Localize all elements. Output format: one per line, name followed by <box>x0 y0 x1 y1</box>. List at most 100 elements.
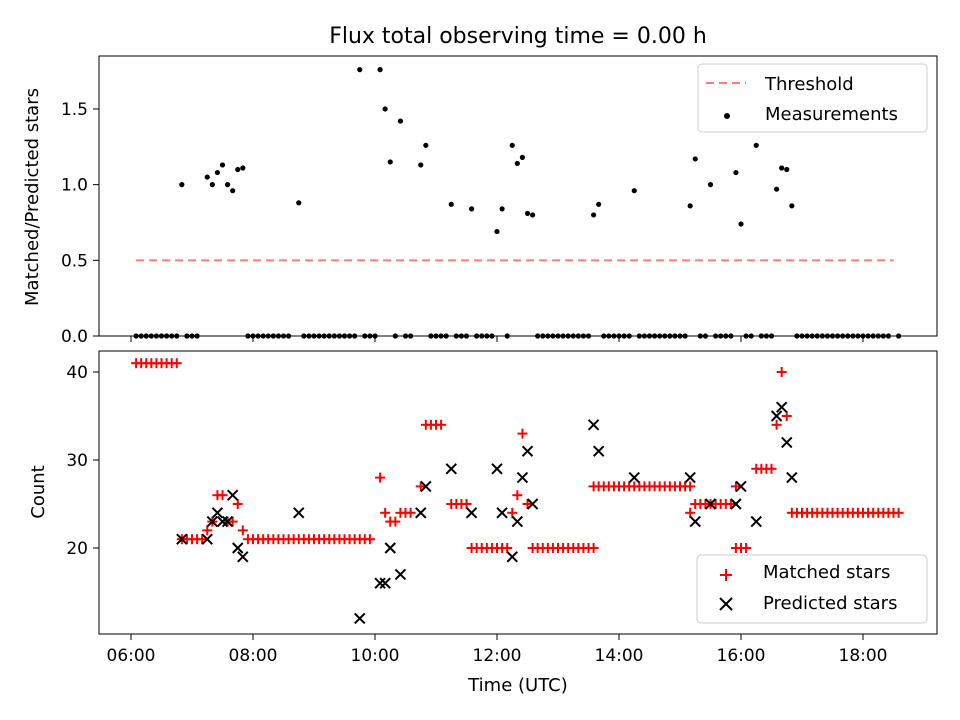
matched-star-marker <box>725 499 736 509</box>
top-axes-frame <box>98 55 938 337</box>
matched-star-marker <box>375 472 386 483</box>
predicted-star-marker <box>781 436 793 449</box>
measurement-point <box>204 174 210 180</box>
measurement-point <box>524 210 531 217</box>
bottom-panel: 20 30 40 06:00 08:00 10:00 12:00 14:00 16:00 18:… <box>28 350 938 696</box>
measurement-point <box>519 154 526 161</box>
top-y-tick-label: 1.5 <box>61 100 88 120</box>
matched-star-marker <box>202 525 213 536</box>
top-panel: 0.0 0.5 1.0 1.5 Matched/Predicted stars Thr… <box>22 55 938 347</box>
top-legend-box <box>697 63 928 133</box>
measurement-point <box>397 118 404 124</box>
matched-star-marker <box>227 516 238 527</box>
predicted-star-marker <box>445 463 457 475</box>
bottom-x-tick-label: 16:00 <box>717 646 766 666</box>
matched-star-marker <box>766 463 777 474</box>
measurement-point <box>738 221 744 227</box>
bottom-y-tick-label: 20 <box>66 539 88 559</box>
measurement-point <box>494 228 500 235</box>
predicted-star-marker <box>735 480 747 493</box>
bottom-x-tick-label: 10:00 <box>351 646 400 666</box>
matched-star-marker <box>771 419 782 430</box>
measurement-point <box>423 142 429 148</box>
predicted-star-marker <box>770 410 783 422</box>
measurement-point <box>733 169 739 176</box>
predicted-star-marker <box>496 507 508 519</box>
x-axis-label: Time (UTC) <box>467 675 568 696</box>
matched-star-marker <box>380 507 391 518</box>
predicted-star-marker <box>526 498 539 510</box>
predicted-star-marker <box>750 515 762 528</box>
matched-star-marker <box>781 411 792 421</box>
bottom-y-tick-label: 40 <box>66 363 88 383</box>
matched-star-marker <box>522 499 533 509</box>
bottom-x-ticks: 06:00 08:00 10:00 12:00 14:00 16:00 18:00 <box>107 634 888 666</box>
bottom-x-tick-label: 08:00 <box>229 646 278 666</box>
predicted-star-marker <box>587 419 600 431</box>
predicted-star-marker <box>394 568 407 581</box>
predicted-star-marker <box>516 471 529 484</box>
matched-star-marker <box>415 481 426 492</box>
top-y-axis-label: Matched/Predicted stars <box>22 88 43 306</box>
matched-legend-label: Matched stars <box>763 562 890 583</box>
matched-star-marker <box>893 507 904 518</box>
matched-star-marker <box>171 358 182 369</box>
predicted-star-marker <box>226 489 239 501</box>
measurement-point <box>529 212 536 218</box>
predicted-star-marker <box>511 515 524 528</box>
predicted-star-marker <box>628 471 640 484</box>
matched-star-marker <box>364 534 375 545</box>
measurement-point <box>687 203 693 209</box>
predicted-star-marker <box>689 515 701 528</box>
bottom-y-tick-label: 30 <box>66 451 88 471</box>
matched-star-marker <box>685 481 696 492</box>
measurement-point <box>418 162 424 168</box>
predicted-star-marker <box>730 498 742 510</box>
matched-star-marker <box>685 507 696 518</box>
predicted-star-marker <box>379 577 391 589</box>
matched-star-marker <box>517 428 528 439</box>
measurement-point <box>240 165 246 171</box>
bottom-legend: Matched stars Predicted stars <box>696 554 928 624</box>
predicted-star-marker <box>506 551 518 563</box>
measurement-point <box>773 186 780 192</box>
top-y-ticks: 0.0 0.5 1.0 1.5 <box>61 100 864 347</box>
matched-star-marker <box>405 507 416 518</box>
matched-star-marker <box>512 490 523 501</box>
matched-legend-swatch <box>720 569 732 581</box>
measurement-point <box>377 67 383 73</box>
matched-star-marker <box>232 499 243 509</box>
predicted-star-marker <box>704 498 717 510</box>
predicted-star-marker <box>216 515 229 528</box>
bottom-x-tick-label: 18:00 <box>839 646 888 666</box>
matched-star-marker <box>237 525 248 536</box>
predicted-star-marker <box>374 577 386 589</box>
predicted-star-marker <box>354 612 366 625</box>
predicted-star-marker <box>206 515 219 528</box>
measurement-point <box>707 182 714 188</box>
predicted-legend-label: Predicted stars <box>763 593 897 614</box>
measurement-point <box>779 165 785 171</box>
measurement-point <box>509 142 515 148</box>
matched-star-marker <box>197 534 208 545</box>
predicted-star-marker <box>786 471 798 484</box>
predicted-star-marker <box>293 507 305 519</box>
measurement-point <box>753 142 759 148</box>
bottom-legend-box <box>696 554 928 624</box>
predicted-star-marker <box>415 507 427 519</box>
predicted-star-marker <box>420 480 432 493</box>
predicted-legend-swatch <box>719 597 733 611</box>
threshold-legend-label: Threshold <box>764 74 854 95</box>
measurement-point <box>514 160 520 167</box>
measurement-point <box>357 67 363 73</box>
matched-star-marker <box>502 543 513 553</box>
matched-star-marker <box>588 543 599 553</box>
measurement-point <box>382 106 388 112</box>
bottom-x-tick-label: 12:00 <box>473 646 522 666</box>
bottom-x-tick-label: 14:00 <box>595 646 644 666</box>
measurement-point <box>631 188 637 194</box>
predicted-stars-points <box>176 401 798 625</box>
measurement-point <box>209 182 215 188</box>
measurement-point <box>448 201 454 207</box>
